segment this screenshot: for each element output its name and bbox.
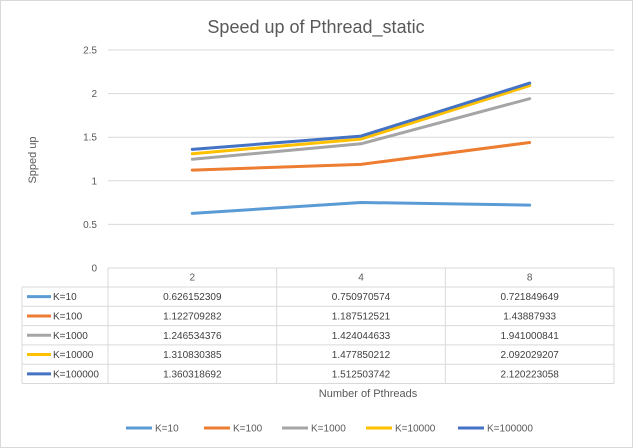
table-series-name: K=100 [53,311,83,322]
table-cell: 1.512503742 [332,369,391,380]
table-series-name: K=1000 [53,331,88,342]
table-cell: 1.477850212 [332,350,391,361]
y-tick-label: 0 [91,264,97,275]
table-series-name: K=10000 [53,350,94,361]
data-point [191,168,194,172]
table-cell: 0.721849649 [500,292,559,303]
legend-label: K=100000 [487,424,533,435]
x-axis-title: Number of Pthreads [319,388,418,400]
plot-series [190,81,532,215]
x-tick-label: 2 [190,273,196,284]
y-tick-label: 1.5 [83,133,97,144]
data-point [359,137,363,141]
y-tick-label: 1 [91,176,97,187]
x-tick-label: 8 [527,273,533,284]
table-series-name: K=10 [53,292,77,303]
y-tick-label: 2 [91,89,97,100]
data-point [191,212,194,215]
table-cell: 1.246534376 [163,331,222,342]
table-cell: 0.626152309 [163,292,222,303]
data-point [528,141,531,144]
legend-label: K=10000 [395,424,436,435]
table-cell: 0.750970574 [332,292,391,303]
legend-label: K=10 [155,424,179,435]
table-cell: 1.424044633 [332,331,391,342]
table-cell: 1.941000841 [500,331,559,342]
table-cell: 2.092029207 [500,350,559,361]
table-series-name: K=100000 [53,369,99,380]
data-point [528,81,531,85]
legend-label: K=1000 [311,424,346,435]
gridlines [108,49,614,225]
y-tick-label: 0.5 [83,220,97,231]
data-point [359,142,363,146]
y-tick-label: 2.5 [83,46,97,57]
y-axis-title: Spped up [27,136,39,183]
data-point [359,163,363,166]
data-point [191,158,194,161]
data-point [191,152,194,155]
x-tick-label: 4 [358,273,364,284]
data-point [528,203,531,207]
table-cell: 2.120223058 [500,369,559,380]
table-cell: 1.360318692 [163,369,222,380]
legend-label: K=100 [233,424,263,435]
table-cell: 1.122709282 [163,311,222,322]
data-point [359,201,363,204]
chart-title: Speed up of Pthread_static [207,17,424,38]
table-cell: 1.43887933 [503,311,556,322]
y-axis-ticks: 0 0.5 1 1.5 2 2.5 [83,46,97,275]
data-point [359,134,363,138]
table-cell: 1.187512521 [332,311,391,322]
data-point [191,148,194,151]
legend: K=10 K=100 K=1000 K=10000 K=100000 [126,424,533,435]
data-point [528,84,531,87]
table-cell: 1.310830385 [163,350,222,361]
data-table: 2 4 8 K=10 0.626152309 0.750970574 0.721849649… [21,267,615,384]
data-point [528,97,531,100]
